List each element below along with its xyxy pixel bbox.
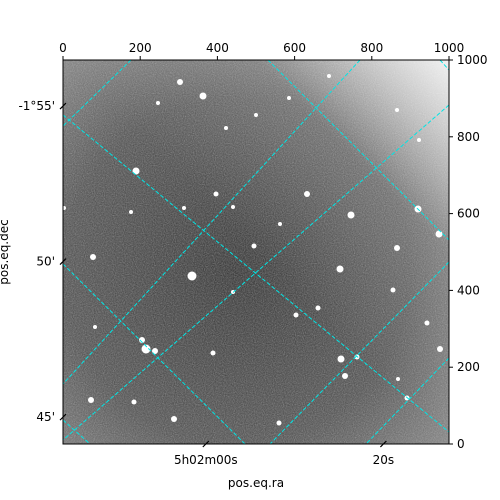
star (93, 325, 97, 329)
star (131, 399, 137, 405)
x-tick-label: 0 (59, 41, 67, 55)
star (347, 211, 355, 219)
sky-image (63, 60, 449, 444)
y-tick-label: 400 (457, 283, 480, 297)
star (276, 420, 282, 426)
dec-tick (59, 102, 67, 110)
ra-tick (202, 440, 210, 448)
ra-tick (379, 440, 387, 448)
star (424, 320, 430, 326)
star (63, 206, 66, 210)
x-tick-label: 400 (206, 41, 229, 55)
grid-line-ra (63, 104, 449, 441)
star (199, 92, 207, 100)
star (139, 337, 145, 343)
grid-line-ra (63, 60, 361, 385)
star (88, 397, 94, 403)
y-tick-label: 200 (457, 360, 480, 374)
y-axis-title: pos.eq.dec (0, 219, 11, 284)
stars-layer (63, 74, 443, 426)
y-tick-label: 600 (457, 207, 480, 221)
star (342, 373, 348, 379)
dec-tick-label: 45' (36, 410, 55, 424)
star (182, 206, 186, 210)
star (129, 210, 133, 214)
ra-tick-label: 5h02m00s (174, 453, 238, 467)
star (152, 348, 158, 354)
star (251, 243, 257, 249)
dec-tick (59, 258, 67, 266)
grid-line-ra (365, 357, 449, 444)
star (231, 205, 235, 209)
star (390, 287, 396, 293)
star (337, 355, 345, 363)
star (395, 108, 399, 112)
star (336, 265, 344, 273)
x-axis-title: pos.eq.ra (228, 476, 284, 490)
grid-line-ra (63, 60, 132, 127)
coordinate-grid (63, 60, 449, 444)
star (213, 191, 219, 197)
grid-line-dec (63, 419, 91, 444)
star (304, 191, 310, 197)
dec-tick-label: -1°55' (18, 99, 55, 113)
star (254, 113, 258, 117)
grid-line-dec (267, 60, 449, 241)
star (210, 350, 216, 356)
star (187, 271, 197, 281)
grid-line-dec (63, 263, 246, 444)
y-tick-label: 1000 (457, 53, 488, 67)
star (435, 230, 443, 238)
grid-line-dec (439, 60, 449, 71)
x-tick-label: 1000 (434, 41, 465, 55)
ra-ticks: 5h02m00s 20s (174, 440, 395, 467)
star (315, 305, 321, 311)
star (171, 416, 177, 422)
x-tick-label: 200 (129, 41, 152, 55)
plot-frame (62, 59, 450, 445)
y-tick-label: 0 (457, 437, 465, 451)
star (90, 254, 96, 260)
x-tick-label: 800 (360, 41, 383, 55)
star (287, 96, 291, 100)
star (417, 138, 421, 142)
dec-tick-label: 50' (36, 255, 55, 269)
ra-tick-label: 20s (373, 453, 395, 467)
grid-line-dec (63, 114, 449, 433)
star (177, 79, 183, 85)
star (327, 74, 331, 78)
dec-ticks: -1°55' 50' 45' (18, 99, 67, 424)
star (396, 377, 400, 381)
star (293, 312, 299, 318)
star (132, 167, 140, 175)
star (394, 245, 400, 251)
star (224, 126, 228, 130)
star (156, 101, 160, 105)
x-axis-pixel-ticks: 0 200 400 600 800 1000 (59, 41, 464, 60)
x-tick-label: 600 (283, 41, 306, 55)
y-axis-pixel-ticks: 0 200 400 600 800 1000 (449, 53, 488, 451)
y-tick-label: 800 (457, 130, 480, 144)
dec-tick (59, 413, 67, 421)
star (437, 346, 443, 352)
star (278, 222, 282, 226)
star (141, 344, 151, 354)
grid-line-ra (269, 261, 449, 444)
